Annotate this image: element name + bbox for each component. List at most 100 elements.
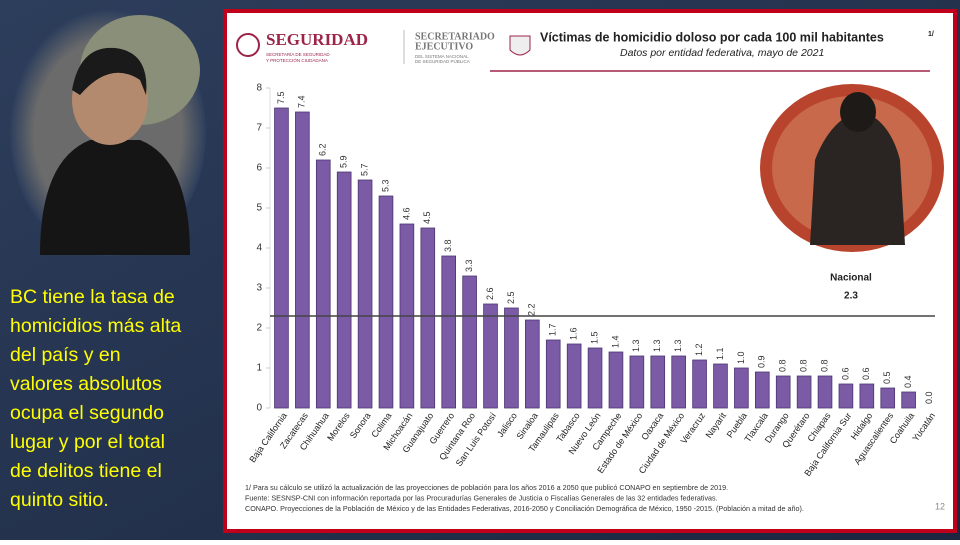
bar bbox=[545, 339, 561, 409]
page-number: 12 bbox=[935, 501, 945, 511]
bar bbox=[295, 111, 310, 409]
value-label: 7.4 bbox=[297, 95, 307, 108]
bar bbox=[483, 303, 498, 409]
y-tick-label: 8 bbox=[256, 83, 262, 94]
agency-name: EJECUTIVO bbox=[415, 41, 473, 52]
value-label: 1.5 bbox=[589, 331, 599, 344]
value-label: 5.3 bbox=[380, 179, 390, 192]
value-label: 0.6 bbox=[840, 367, 850, 380]
bar bbox=[775, 375, 791, 409]
value-label: 0.6 bbox=[861, 367, 871, 380]
bar bbox=[587, 347, 603, 409]
value-label: 1.3 bbox=[631, 339, 641, 352]
bar bbox=[817, 375, 833, 409]
value-label: 1.2 bbox=[694, 343, 704, 356]
value-label: 6.2 bbox=[318, 143, 328, 156]
value-label: 3.3 bbox=[464, 259, 474, 272]
value-label: 1.3 bbox=[652, 339, 662, 352]
caption-line: de delitos tiene el bbox=[10, 460, 162, 482]
bar bbox=[796, 375, 812, 409]
caption-line: valores absolutos bbox=[10, 373, 162, 395]
value-label: 1.6 bbox=[569, 327, 579, 340]
title-note: 1/ bbox=[928, 31, 934, 38]
bar bbox=[462, 275, 477, 409]
value-label: 0.8 bbox=[778, 359, 788, 372]
value-label: 0.0 bbox=[924, 391, 934, 404]
footnote: CONAPO. Proyecciones de la Población de … bbox=[245, 504, 804, 513]
caption-line: homicidios más alta bbox=[10, 315, 181, 337]
chart-title: Víctimas de homicidio doloso por cada 10… bbox=[540, 30, 884, 44]
value-label: 1.3 bbox=[673, 339, 683, 352]
bar bbox=[566, 343, 582, 409]
bar bbox=[629, 355, 645, 409]
value-label: 2.6 bbox=[485, 287, 495, 300]
bar bbox=[441, 255, 457, 409]
bar bbox=[357, 179, 373, 409]
bar bbox=[336, 171, 352, 409]
caption-line: ocupa el segundo bbox=[10, 402, 164, 424]
logo-emblem bbox=[236, 33, 260, 57]
bar bbox=[315, 159, 331, 409]
value-label: 5.9 bbox=[339, 155, 349, 168]
photo bbox=[760, 84, 944, 252]
agency-subtitle: DE SEGURIDAD PÚBLICA bbox=[415, 58, 470, 64]
y-tick-label: 2 bbox=[256, 323, 262, 334]
value-label: 0.8 bbox=[798, 359, 808, 372]
bar bbox=[692, 359, 707, 409]
bar bbox=[671, 355, 686, 409]
logo-subtitle: SECRETARÍA DE SEGURIDAD bbox=[266, 51, 330, 57]
value-label: 1.7 bbox=[548, 323, 558, 336]
value-label: 1.4 bbox=[610, 335, 620, 348]
bar bbox=[608, 351, 624, 409]
bar bbox=[504, 307, 519, 409]
bar bbox=[378, 195, 394, 409]
bar bbox=[880, 387, 896, 409]
agency-subtitle: DEL SISTEMA NACIONAL bbox=[415, 54, 469, 59]
y-tick-label: 6 bbox=[256, 163, 262, 174]
bar bbox=[274, 107, 289, 409]
value-label: 0.5 bbox=[882, 371, 892, 384]
logo-title: SEGURIDAD bbox=[266, 30, 368, 49]
value-label: 0.8 bbox=[819, 359, 829, 372]
bar bbox=[713, 363, 728, 409]
bar bbox=[734, 367, 749, 409]
bar bbox=[901, 391, 916, 409]
caption-line: BC tiene la tasa de bbox=[10, 286, 175, 308]
agency-name: SECRETARIADO bbox=[415, 31, 495, 42]
y-tick-label: 4 bbox=[256, 243, 262, 254]
value-label: 7.5 bbox=[276, 91, 286, 104]
caption-line: quinto sitio. bbox=[10, 489, 109, 511]
logo-subtitle: Y PROTECCIÓN CIUDADANA bbox=[266, 57, 328, 63]
y-tick-label: 0 bbox=[256, 403, 262, 414]
bar bbox=[838, 383, 854, 409]
y-tick-label: 5 bbox=[256, 203, 262, 214]
value-label: 2.2 bbox=[527, 303, 537, 316]
value-label: 3.8 bbox=[443, 239, 453, 252]
reference-value: 2.3 bbox=[844, 291, 858, 302]
value-label: 2.5 bbox=[506, 291, 516, 304]
bar bbox=[525, 319, 540, 409]
footnote: 1/ Para su cálculo se utilizó la actuali… bbox=[245, 483, 728, 492]
reference-label: Nacional bbox=[830, 273, 872, 284]
value-label: 5.7 bbox=[359, 163, 369, 176]
value-label: 1.0 bbox=[736, 351, 746, 364]
chart-subtitle: Datos por entidad federativa, mayo de 20… bbox=[620, 47, 824, 59]
caption-line: lugar y por el total bbox=[10, 431, 165, 453]
y-tick-label: 7 bbox=[256, 123, 262, 134]
bar bbox=[754, 371, 770, 409]
value-label: 0.9 bbox=[757, 355, 767, 368]
agency-shield bbox=[509, 35, 531, 56]
caption-line: del país y en bbox=[10, 344, 121, 366]
bar bbox=[420, 227, 436, 409]
value-label: 0.4 bbox=[903, 375, 913, 388]
value-label: 4.6 bbox=[401, 207, 411, 220]
bar bbox=[859, 383, 875, 409]
footnote: Fuente: SESNSP-CNI con información repor… bbox=[245, 493, 718, 502]
value-label: 1.1 bbox=[715, 347, 725, 360]
bar bbox=[650, 355, 666, 409]
y-tick-label: 1 bbox=[256, 363, 262, 374]
value-label: 4.5 bbox=[422, 211, 432, 224]
photo bbox=[10, 10, 206, 256]
y-tick-label: 3 bbox=[256, 283, 262, 294]
